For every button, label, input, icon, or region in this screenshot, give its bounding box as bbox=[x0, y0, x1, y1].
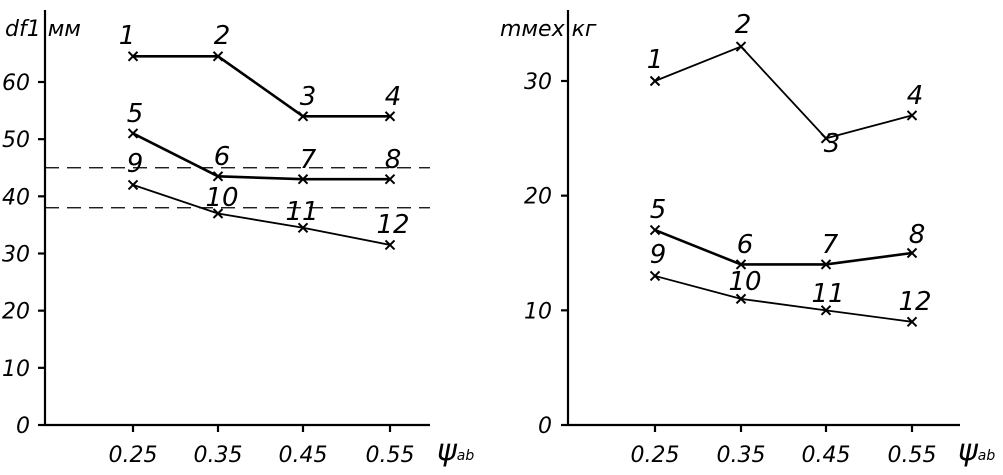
panel1-y-tick-label: 10 bbox=[2, 357, 30, 382]
panel1-series-2-point bbox=[212, 171, 224, 182]
panel1-series-3-point bbox=[127, 179, 139, 191]
panel2-series-1-point bbox=[649, 75, 661, 87]
panel1-series-2-point bbox=[127, 128, 139, 139]
panel1-x-tick-label: 0.55 bbox=[366, 443, 415, 468]
panel1-series-1-line bbox=[133, 54, 390, 118]
panel1-point-label: 7 bbox=[300, 145, 317, 175]
panel2-series-1-point bbox=[906, 110, 918, 121]
panel1-point-label: 4 bbox=[385, 82, 402, 112]
panel2-series-2-line bbox=[654, 228, 913, 266]
panel1-y-tick-label: 40 bbox=[2, 185, 30, 210]
panel1-point-label: 8 bbox=[385, 145, 402, 175]
panel2-y-axis-label: mмех кг bbox=[500, 17, 597, 42]
panel1-point-label: 3 bbox=[300, 82, 317, 112]
panel1-series-3-point bbox=[297, 222, 309, 233]
panel2-point-label: 10 bbox=[728, 267, 761, 297]
panel1-point-label: 6 bbox=[214, 142, 231, 172]
panel2-series-3-point bbox=[649, 270, 661, 282]
panel1-point-label: 2 bbox=[214, 21, 231, 51]
panel1-series-2-line bbox=[132, 132, 390, 181]
panel1-x-tick-label: 0.45 bbox=[279, 443, 328, 468]
panel2-series-3-point bbox=[735, 293, 747, 305]
panel1-series-3-line bbox=[132, 184, 391, 246]
panel1-x-tick-label: 0.25 bbox=[109, 443, 158, 468]
panel2-y-tick-label: 0 bbox=[538, 414, 552, 439]
panel2-series-2-point bbox=[820, 259, 832, 270]
panel2-y-tick-label: 20 bbox=[524, 185, 552, 210]
panel1-point-label: 12 bbox=[376, 210, 409, 240]
panel2-series-2-point bbox=[649, 224, 661, 236]
panel2-series-1-point bbox=[735, 41, 747, 52]
panel2-x-axis-label-subscript: ab bbox=[978, 448, 996, 464]
panel2-x-axis-label: ψab bbox=[958, 433, 995, 468]
panel1-series-2-point bbox=[297, 173, 309, 185]
panel2-y-tick-label: 10 bbox=[524, 299, 552, 324]
panel2-series-3-line bbox=[654, 275, 913, 323]
panel1-series-1-point bbox=[384, 111, 396, 122]
panel2-point-label: 6 bbox=[737, 230, 754, 260]
panel1-series-1-point bbox=[297, 111, 309, 122]
panel2-point-label: 11 bbox=[811, 279, 844, 309]
panel1-y-tick-label: 60 bbox=[2, 71, 30, 96]
panel1-point-label: 11 bbox=[285, 197, 318, 227]
panel2-series-2-point bbox=[735, 259, 747, 270]
panel2-y-tick-label: 30 bbox=[524, 70, 552, 95]
panel1-series-1-point bbox=[127, 51, 139, 62]
panel1-y-tick-label: 30 bbox=[2, 243, 30, 268]
panel2-x-tick-label: 0.45 bbox=[802, 443, 851, 468]
panel2-point-label: 7 bbox=[822, 230, 839, 260]
panel2-point-label: 2 bbox=[735, 10, 752, 40]
panel1-series-1-point bbox=[212, 51, 224, 62]
panel2-point-label: 9 bbox=[650, 240, 667, 270]
panel2-series-1-line bbox=[654, 45, 913, 140]
panel1-y-axis-label: df1 мм bbox=[5, 17, 81, 42]
panel1-series-3-point bbox=[212, 208, 224, 219]
panel2-x-tick-label: 0.35 bbox=[717, 443, 766, 468]
panel2-x-tick-label: 0.55 bbox=[888, 443, 937, 468]
panel1-y-tick-label: 0 bbox=[16, 414, 30, 439]
panel1-point-label: 1 bbox=[119, 21, 136, 51]
panel1-point-label: 10 bbox=[205, 183, 238, 213]
panel2-point-label: 3 bbox=[824, 129, 841, 159]
panel1-series-3-point bbox=[384, 239, 396, 251]
panel2-point-label: 12 bbox=[898, 287, 931, 317]
panel2-point-label: 4 bbox=[907, 81, 924, 111]
panel1-point-label: 5 bbox=[127, 99, 144, 129]
panel1-x-axis-label-subscript: ab bbox=[457, 448, 475, 464]
panel1-point-label: 9 bbox=[127, 149, 144, 179]
panel1-x-tick-label: 0.35 bbox=[194, 443, 243, 468]
panel2-x-tick-label: 0.25 bbox=[631, 443, 680, 468]
panel2-point-label: 1 bbox=[647, 45, 664, 75]
panel2-series-3-point bbox=[906, 316, 918, 328]
panel2-series-1-point bbox=[820, 133, 832, 144]
panel1-x-axis-label: ψab bbox=[437, 433, 474, 468]
panel2-series-3-point bbox=[820, 305, 832, 316]
panel1-y-tick-label: 20 bbox=[2, 300, 30, 325]
panel2-series-2-point bbox=[906, 247, 918, 259]
panel1-series-2-point bbox=[384, 173, 396, 185]
panel2-point-label: 8 bbox=[909, 220, 926, 250]
panel1-y-tick-label: 50 bbox=[2, 128, 30, 153]
panel2-point-label: 5 bbox=[650, 195, 667, 225]
